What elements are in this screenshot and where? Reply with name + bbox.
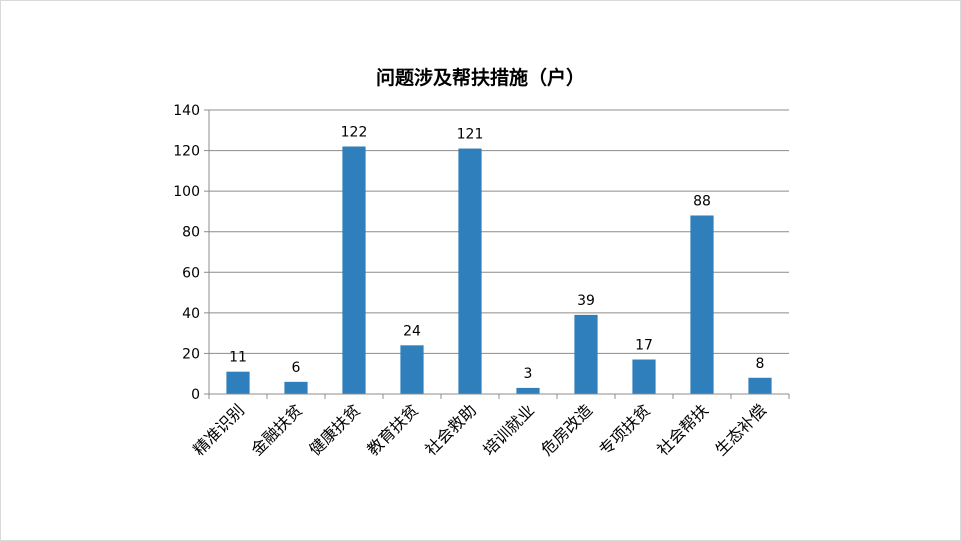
x-category-label: 危房改造 [537, 401, 596, 460]
y-tick-label: 120 [173, 144, 200, 160]
data-label: 122 [341, 125, 368, 141]
x-category-label: 金融扶贫 [247, 401, 306, 460]
y-tick-label: 0 [191, 387, 200, 403]
x-category-label: 生态补偿 [711, 401, 770, 460]
x-category-label: 社会帮扶 [653, 401, 712, 460]
data-label: 6 [292, 360, 301, 376]
x-category-label: 健康扶贫 [305, 401, 364, 460]
x-category-label: 教育扶贫 [363, 401, 422, 460]
x-category-label: 培训就业 [479, 401, 538, 460]
data-label: 39 [577, 293, 595, 309]
data-label: 8 [756, 356, 765, 372]
y-tick-label: 80 [182, 225, 200, 241]
y-tick-label: 40 [182, 306, 200, 322]
bar [400, 345, 424, 394]
data-label: 3 [524, 366, 533, 382]
y-tick-label: 140 [173, 103, 200, 119]
bar [690, 215, 714, 394]
x-category-label: 专项扶贫 [595, 401, 654, 460]
gridlines [209, 109, 789, 354]
x-category-label: 精准识别 [189, 401, 248, 460]
bar [342, 146, 366, 394]
data-label: 24 [403, 323, 421, 339]
data-label: 88 [693, 193, 711, 209]
bar [748, 377, 772, 394]
x-category-label: 社会救助 [421, 401, 480, 460]
axes [204, 109, 790, 399]
bar [632, 359, 656, 394]
bar [574, 314, 598, 394]
data-label: 17 [635, 338, 653, 354]
bar [284, 381, 308, 394]
chart-title: 问题涉及帮扶措施（户） [375, 67, 585, 89]
bar [458, 148, 482, 394]
bar [516, 387, 540, 394]
data-label: 121 [457, 127, 484, 143]
bar [226, 371, 250, 394]
y-tick-label: 20 [182, 346, 200, 362]
data-label: 11 [229, 350, 247, 366]
y-tick-label: 100 [173, 184, 200, 200]
y-tick-label: 60 [182, 265, 200, 281]
bars [226, 146, 772, 394]
